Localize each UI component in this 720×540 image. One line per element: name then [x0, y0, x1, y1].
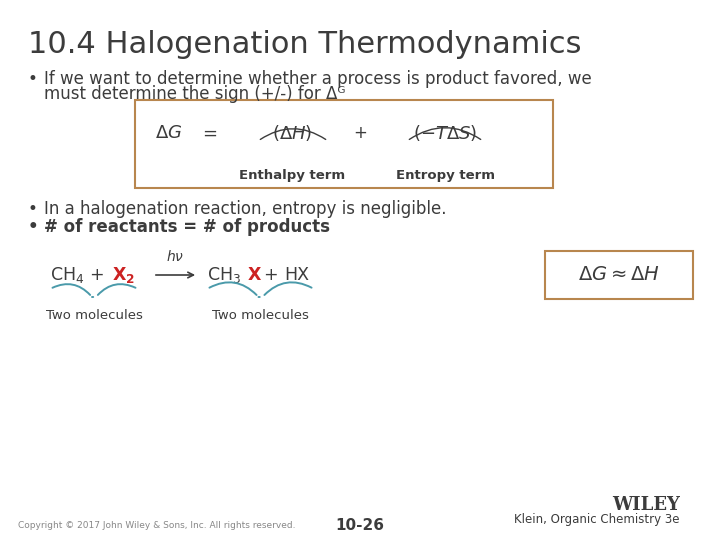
- Text: $+$: $+$: [353, 124, 367, 142]
- Text: +: +: [263, 266, 277, 284]
- Text: WILEY: WILEY: [612, 496, 680, 514]
- Text: $(-T\Delta S)$: $(-T\Delta S)$: [413, 123, 477, 143]
- Text: Entropy term: Entropy term: [395, 169, 495, 182]
- Text: $\Delta G \approx \Delta H$: $\Delta G \approx \Delta H$: [578, 266, 660, 285]
- Text: # of reactants = # of products: # of reactants = # of products: [44, 218, 330, 236]
- Text: 10-26: 10-26: [336, 517, 384, 532]
- FancyBboxPatch shape: [545, 251, 693, 299]
- Text: •: •: [28, 70, 38, 88]
- Text: HX: HX: [284, 266, 309, 284]
- Text: $h\nu$: $h\nu$: [166, 249, 184, 264]
- Text: Klein, Organic Chemistry 3e: Klein, Organic Chemistry 3e: [515, 513, 680, 526]
- Text: $\Delta G$: $\Delta G$: [155, 124, 182, 142]
- Text: Enthalpy term: Enthalpy term: [239, 169, 345, 182]
- Text: $\mathbf{X_2}$: $\mathbf{X_2}$: [112, 265, 135, 285]
- Text: +: +: [89, 266, 103, 284]
- Text: •: •: [28, 200, 38, 218]
- Text: If we want to determine whether a process is product favored, we: If we want to determine whether a proces…: [44, 70, 592, 88]
- Text: •: •: [28, 218, 39, 236]
- FancyBboxPatch shape: [135, 100, 553, 188]
- Text: 10.4 Halogenation Thermodynamics: 10.4 Halogenation Thermodynamics: [28, 30, 582, 59]
- Text: $\mathbf{X}$: $\mathbf{X}$: [247, 266, 262, 284]
- Text: Copyright © 2017 John Wiley & Sons, Inc. All rights reserved.: Copyright © 2017 John Wiley & Sons, Inc.…: [18, 521, 295, 530]
- Text: In a halogenation reaction, entropy is negligible.: In a halogenation reaction, entropy is n…: [44, 200, 446, 218]
- Text: must determine the sign (+/-) for Δᴳ: must determine the sign (+/-) for Δᴳ: [44, 85, 346, 103]
- Text: CH$_4$: CH$_4$: [50, 265, 84, 285]
- Text: CH$_3$: CH$_3$: [207, 265, 241, 285]
- Text: Two molecules: Two molecules: [212, 309, 308, 322]
- Text: $(\Delta H)$: $(\Delta H)$: [272, 123, 312, 143]
- Text: Two molecules: Two molecules: [45, 309, 143, 322]
- Text: $=$: $=$: [199, 124, 217, 142]
